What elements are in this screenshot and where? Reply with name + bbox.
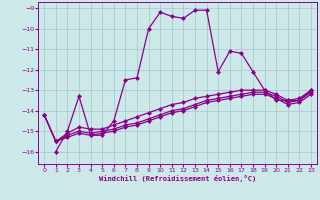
- X-axis label: Windchill (Refroidissement éolien,°C): Windchill (Refroidissement éolien,°C): [99, 175, 256, 182]
